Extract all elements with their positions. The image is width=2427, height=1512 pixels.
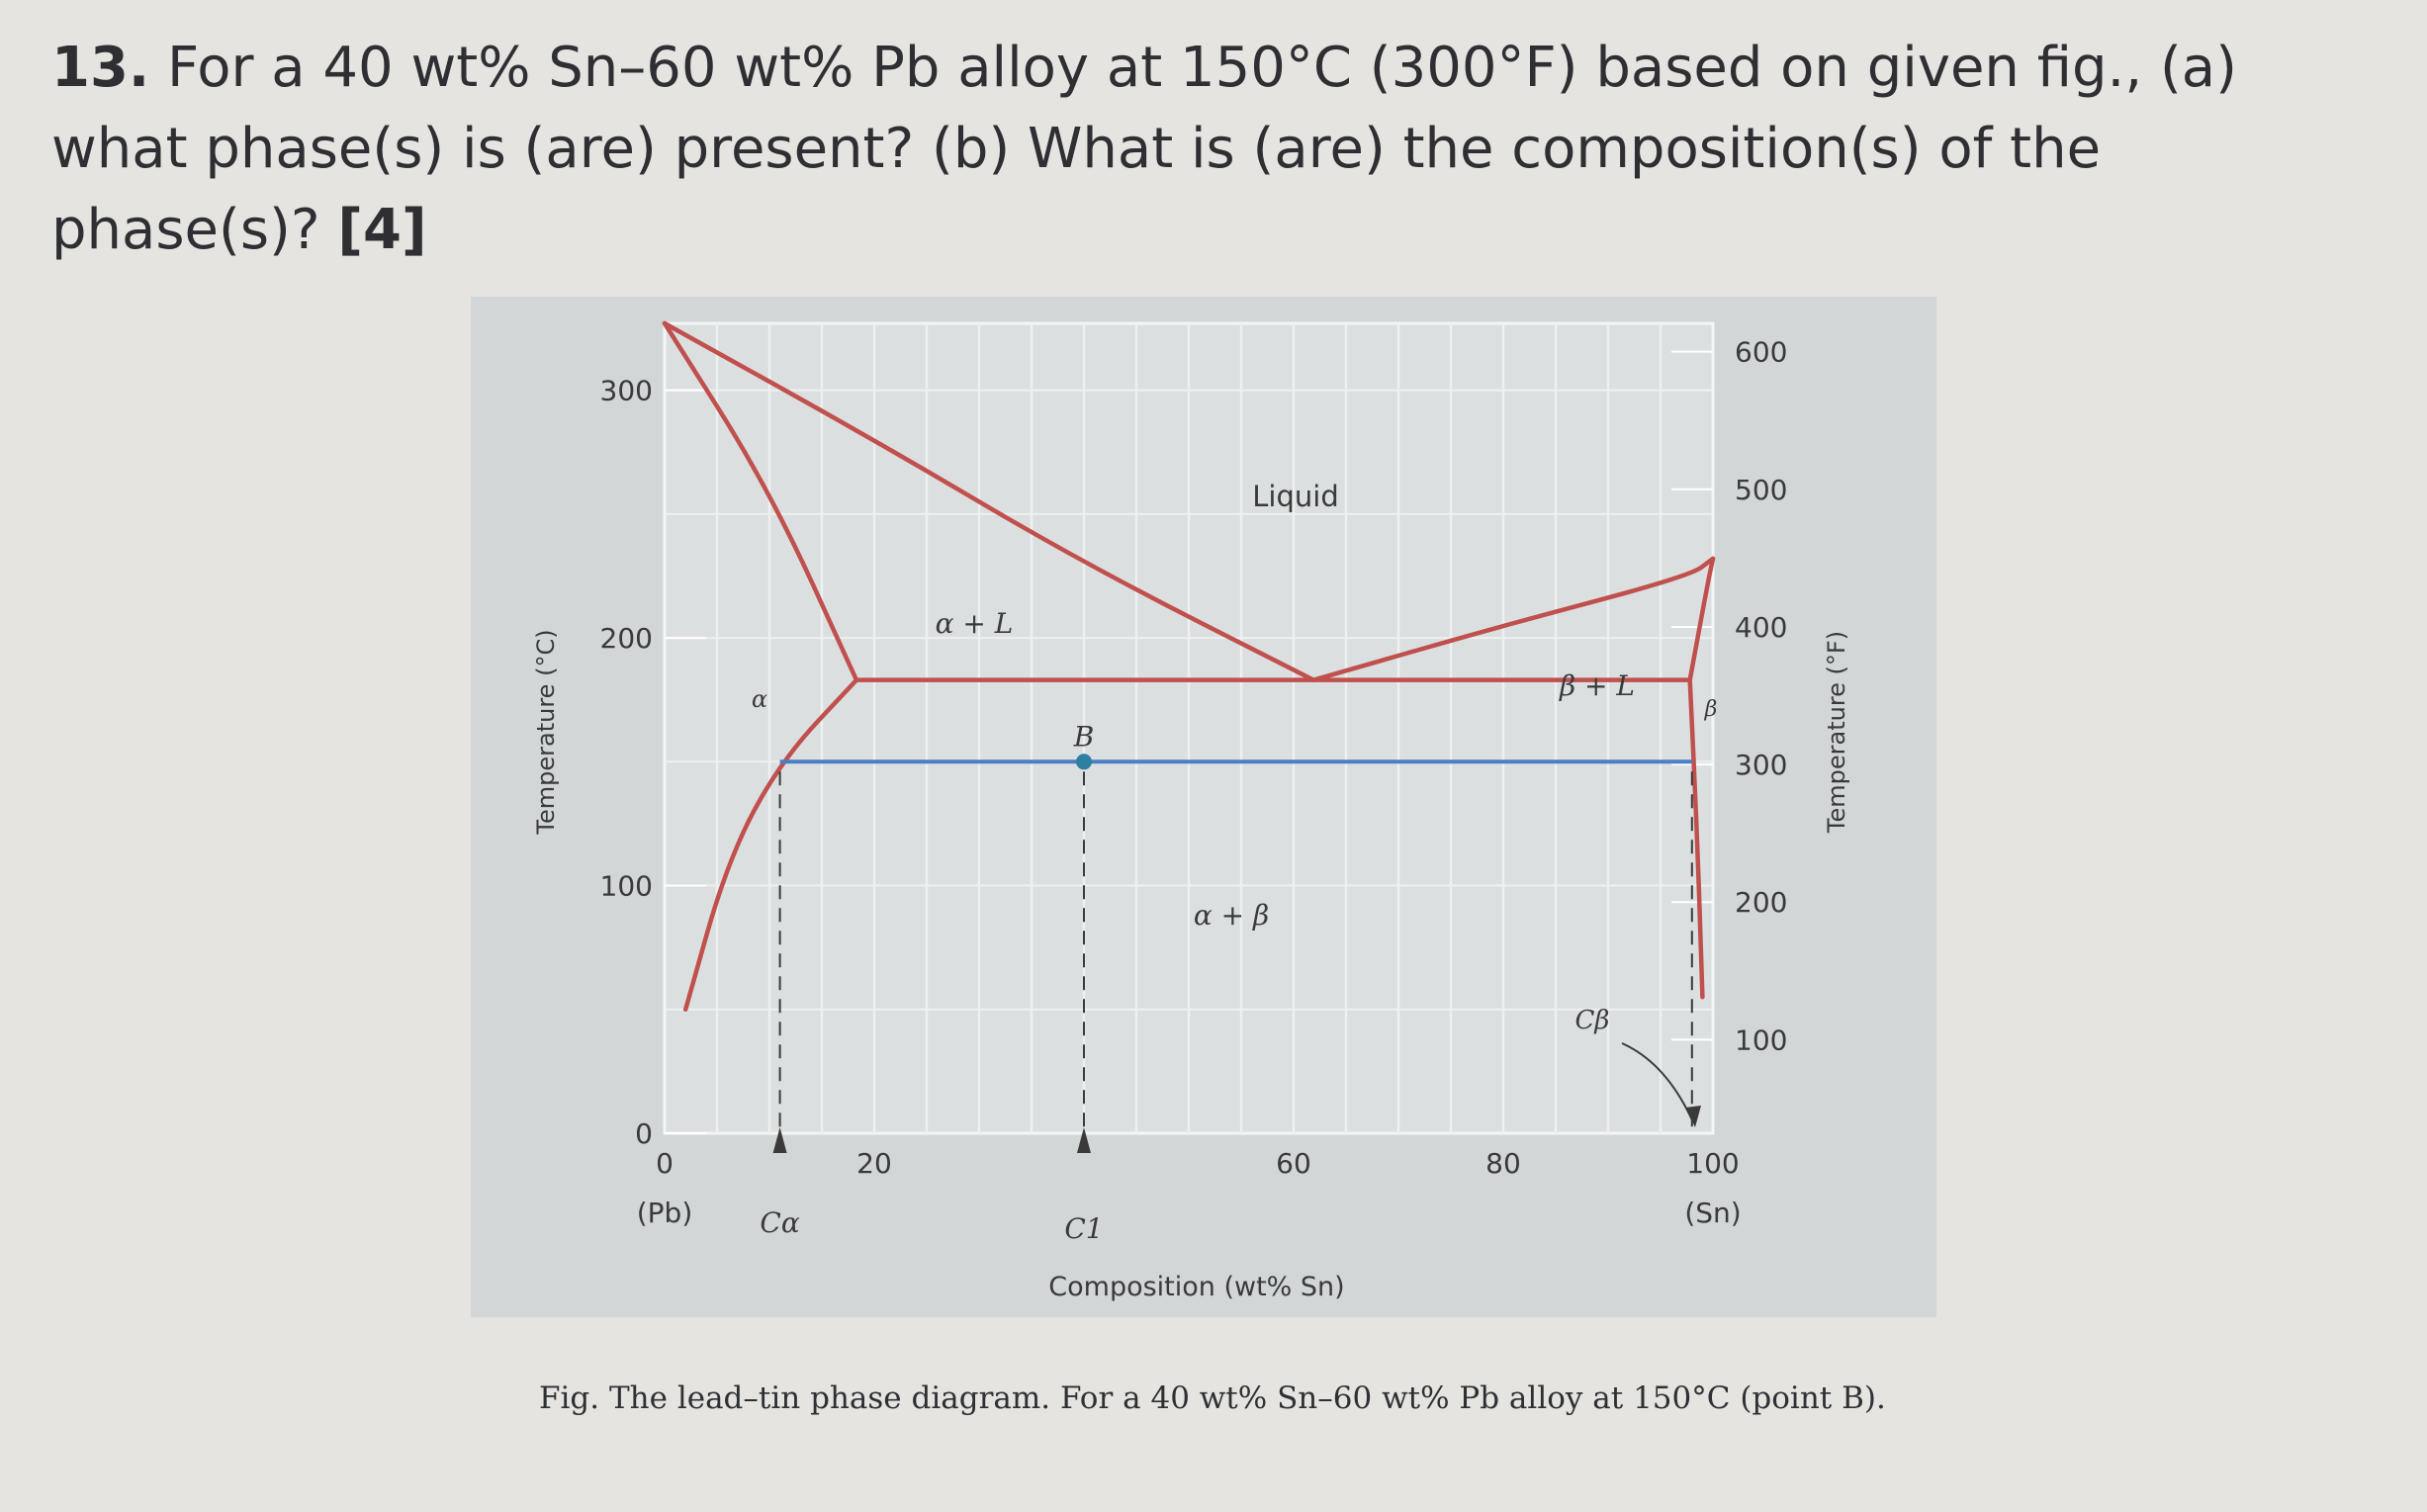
liquidus-left-line — [662, 320, 1316, 682]
composition-arrow — [1077, 1127, 1091, 1153]
figure-caption: Fig. The lead–tin phase diagram. For a 4… — [539, 1380, 1886, 1416]
solidus-alpha-line — [662, 320, 859, 682]
y-right-tick-label: 100 — [1735, 1023, 1787, 1056]
region-label-alpha-beta: α + β — [1194, 899, 1269, 932]
x-end-label-pb: (Pb) — [637, 1197, 693, 1229]
y-left-tick-label: 0 — [635, 1117, 653, 1150]
y-right-tick-label: 400 — [1735, 611, 1787, 644]
composition-arrow — [772, 1127, 787, 1153]
solvus-beta-line — [1687, 677, 1705, 1000]
y-left-tick-label: 200 — [600, 622, 653, 655]
x-tick-label: 20 — [856, 1147, 892, 1180]
c1-label: C1 — [1064, 1212, 1103, 1245]
region-label-alpha-liquid: α + L — [936, 607, 1014, 640]
liquidus-right-line — [1310, 556, 1716, 682]
y-right-tick-label: 200 — [1735, 886, 1787, 919]
x-tick-label: 100 — [1686, 1147, 1739, 1180]
region-label-beta-liquid: β + L — [1559, 669, 1635, 702]
question-text: 13. For a 40 wt% Sn–60 wt% Pb alloy at 1… — [51, 28, 2366, 271]
c-alpha-label: Cα — [760, 1206, 799, 1239]
region-label-liquid: Liquid — [1252, 480, 1338, 513]
c-beta-label: Cβ — [1575, 1006, 1610, 1035]
question-body: For a 40 wt% Sn–60 wt% Pb alloy at 150°C… — [51, 36, 2237, 262]
x-tick-label: 80 — [1485, 1147, 1521, 1180]
x-tick-label: 0 — [656, 1147, 674, 1180]
y-right-tick-label: 300 — [1735, 749, 1787, 781]
point-b-marker — [1076, 754, 1092, 770]
region-label-beta: β — [1704, 697, 1718, 722]
question-number: 13. — [51, 36, 150, 100]
point-b-label: B — [1073, 720, 1095, 753]
solidus-beta-line — [1687, 556, 1716, 682]
y-left-axis-title: Temperature (°C) — [532, 629, 560, 835]
x-axis-title: Composition (wt% Sn) — [1048, 1272, 1344, 1302]
y-right-axis-title: Temperature (°F) — [1823, 631, 1850, 834]
y-right-tick-label: 600 — [1735, 336, 1787, 369]
y-left-tick-label: 100 — [600, 870, 653, 903]
x-tick-label: 60 — [1276, 1147, 1311, 1180]
region-label-alpha: α — [752, 685, 767, 713]
y-left-tick-label: 300 — [600, 375, 653, 407]
y-right-tick-label: 500 — [1735, 474, 1787, 506]
solvus-alpha-line — [682, 677, 859, 1013]
question-marks: [4] — [337, 198, 427, 262]
c-beta-arrowhead — [1685, 1106, 1701, 1127]
x-end-label-sn: (Sn) — [1684, 1197, 1741, 1229]
